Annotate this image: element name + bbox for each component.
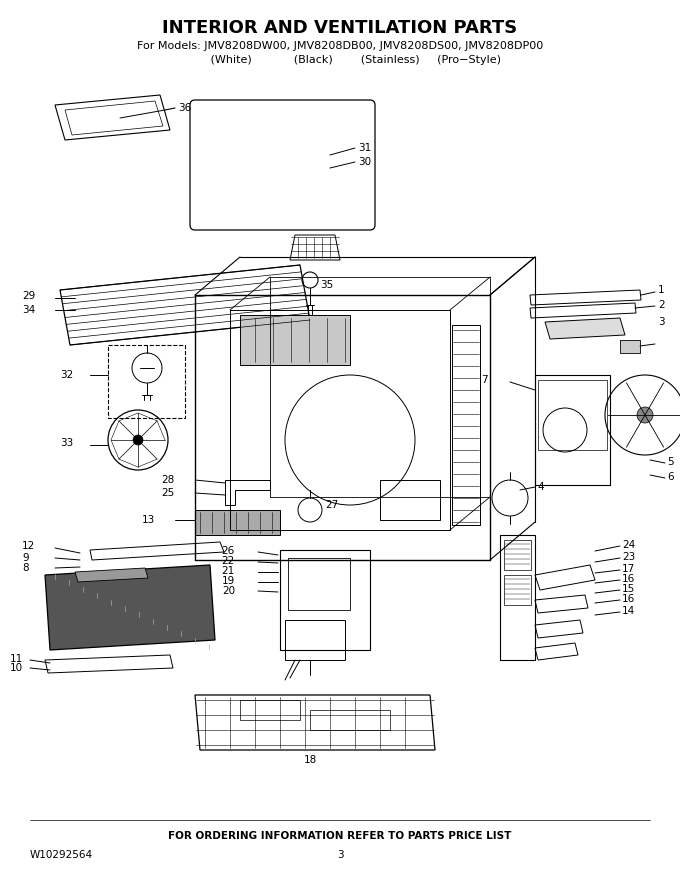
Text: 27: 27 [325, 500, 338, 510]
Text: 12: 12 [22, 541, 35, 551]
Polygon shape [45, 565, 215, 650]
Text: 30: 30 [358, 157, 371, 167]
Text: 9: 9 [22, 553, 29, 563]
Text: 29: 29 [22, 291, 35, 301]
Text: 4: 4 [537, 482, 543, 492]
Text: 6: 6 [667, 472, 674, 482]
Text: INTERIOR AND VENTILATION PARTS: INTERIOR AND VENTILATION PARTS [163, 19, 517, 37]
Text: 18: 18 [303, 755, 317, 765]
Text: 20: 20 [222, 586, 235, 596]
Text: 10: 10 [10, 663, 23, 673]
Text: 11: 11 [10, 654, 23, 664]
Text: For Models: JMV8208DW00, JMV8208DB00, JMV8208DS00, JMV8208DP00: For Models: JMV8208DW00, JMV8208DB00, JM… [137, 41, 543, 51]
Text: (White)            (Black)        (Stainless)     (Pro−Style): (White) (Black) (Stainless) (Pro−Style) [179, 55, 501, 65]
Text: 2: 2 [658, 300, 664, 310]
Text: 23: 23 [622, 552, 635, 562]
Text: 1: 1 [658, 285, 664, 295]
Text: 28: 28 [162, 475, 175, 485]
Polygon shape [620, 340, 640, 353]
Circle shape [133, 435, 143, 445]
Text: 16: 16 [622, 574, 635, 584]
Polygon shape [195, 510, 280, 535]
Text: 13: 13 [141, 515, 155, 525]
Text: 14: 14 [622, 606, 635, 616]
Text: 25: 25 [162, 488, 175, 498]
Text: 35: 35 [320, 280, 333, 290]
Text: 3: 3 [337, 850, 343, 860]
Text: 22: 22 [222, 556, 235, 566]
Text: W10292564: W10292564 [30, 850, 93, 860]
Text: 26: 26 [222, 546, 235, 556]
Text: 24: 24 [622, 540, 635, 550]
Polygon shape [545, 318, 625, 339]
Text: 3: 3 [658, 317, 664, 327]
Text: 33: 33 [60, 438, 73, 448]
Text: 7: 7 [481, 375, 488, 385]
Text: 5: 5 [667, 457, 674, 467]
Text: 36: 36 [178, 103, 191, 113]
Text: 17: 17 [622, 564, 635, 574]
Circle shape [637, 407, 653, 423]
Polygon shape [75, 568, 148, 582]
Text: 21: 21 [222, 566, 235, 576]
Text: 15: 15 [622, 584, 635, 594]
Text: 32: 32 [60, 370, 73, 380]
Text: 31: 31 [358, 143, 371, 153]
Text: FOR ORDERING INFORMATION REFER TO PARTS PRICE LIST: FOR ORDERING INFORMATION REFER TO PARTS … [169, 831, 511, 841]
Text: 19: 19 [222, 576, 235, 586]
Text: 34: 34 [22, 305, 35, 315]
Polygon shape [240, 315, 350, 365]
Text: 16: 16 [622, 594, 635, 604]
Text: 8: 8 [22, 563, 29, 573]
